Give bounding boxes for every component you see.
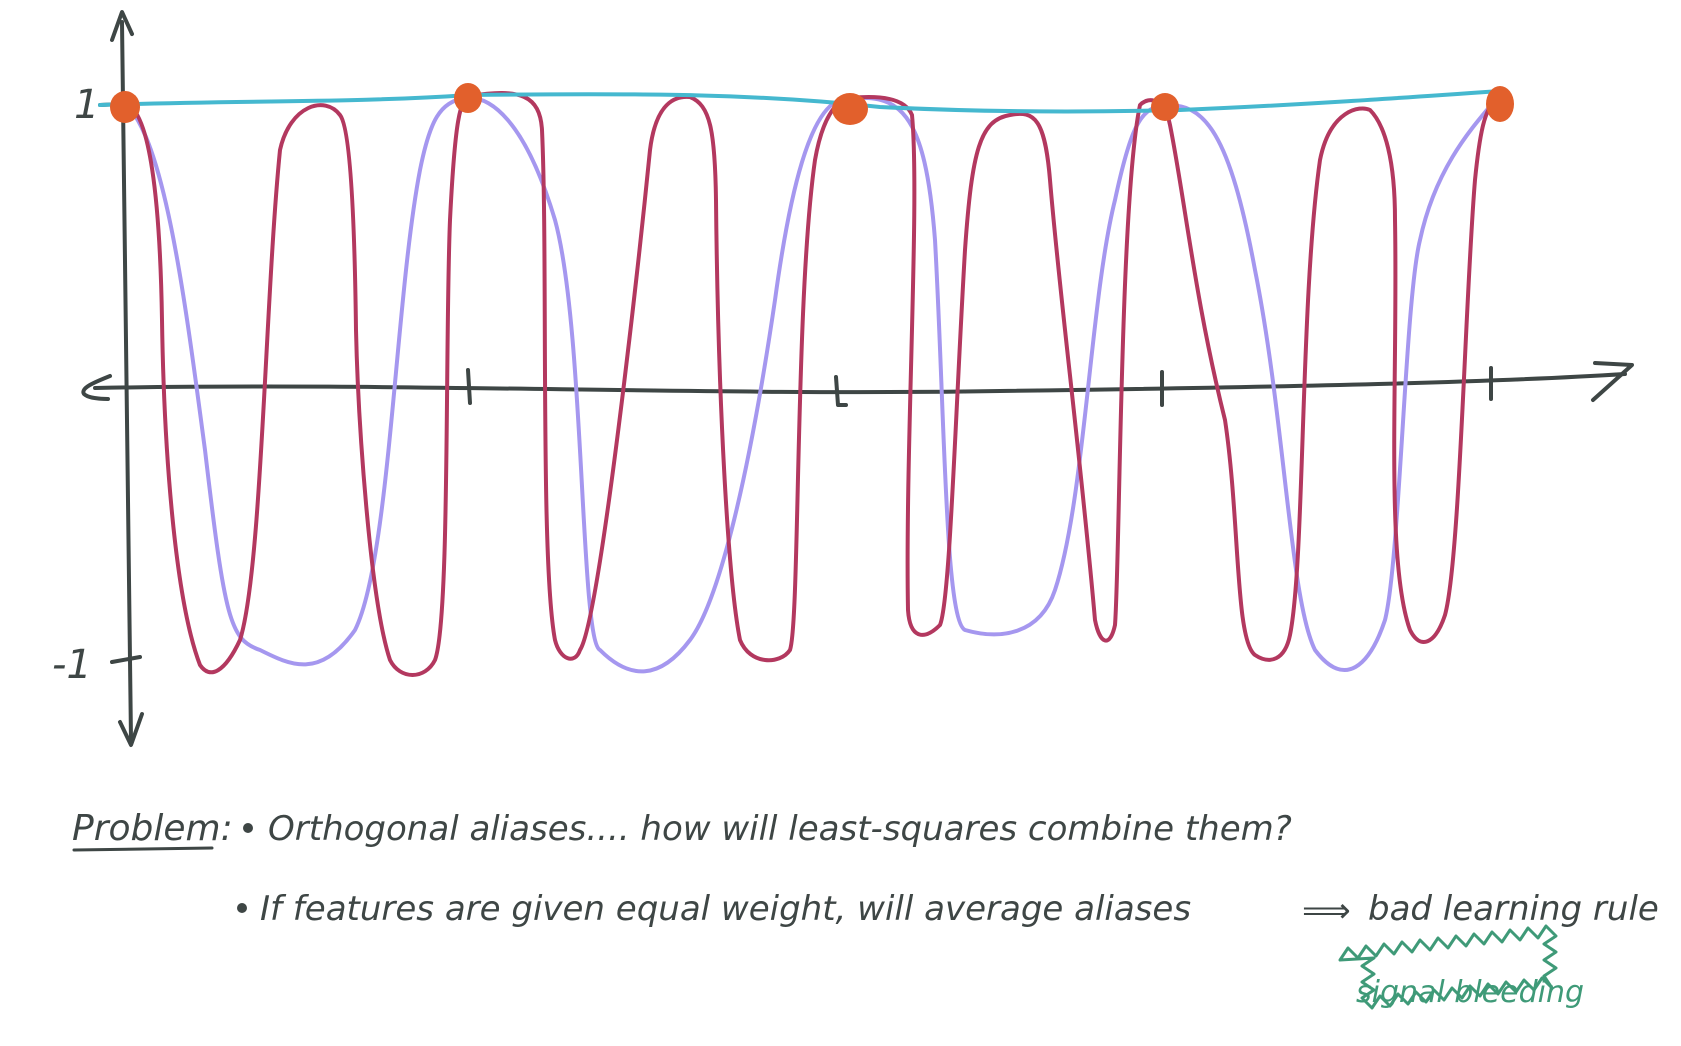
problem-underline bbox=[72, 846, 214, 852]
signal-bleeding-callout: signal bleeding bbox=[1338, 924, 1584, 1010]
x-tick-1 bbox=[466, 368, 472, 405]
conclusion-text: bad learning rule bbox=[1368, 889, 1659, 929]
sample-points bbox=[110, 83, 1514, 125]
alias-curve-high-frequency bbox=[123, 91, 1497, 677]
bullet-1-dot bbox=[243, 823, 253, 833]
x-tick-2 bbox=[834, 375, 848, 407]
bullet-2-dot bbox=[237, 903, 247, 913]
sample-point-4 bbox=[1151, 93, 1179, 121]
x-axis-left-arrow-icon bbox=[81, 374, 112, 401]
sample-point-2 bbox=[454, 83, 482, 113]
bullet-2-text: If features are given equal weight, will… bbox=[260, 889, 1191, 929]
problem-label: Problem: bbox=[72, 808, 233, 849]
y-axis-up-arrow-icon bbox=[110, 10, 134, 42]
y-tick-bottom bbox=[110, 655, 142, 664]
notes: Problem: Orthogonal aliases.... how will… bbox=[72, 808, 1659, 931]
y-label-minus-one: -1 bbox=[52, 642, 92, 688]
sample-point-3 bbox=[832, 93, 868, 125]
y-label-one: 1 bbox=[74, 82, 99, 128]
x-axis-right-arrow-icon bbox=[1591, 361, 1634, 402]
sample-point-5 bbox=[1486, 86, 1514, 122]
callout-label: signal bleeding bbox=[1356, 975, 1584, 1010]
y-axis-down-arrow-icon bbox=[118, 712, 144, 747]
bullet-1-text: Orthogonal aliases.... how will least-sq… bbox=[268, 809, 1292, 849]
sample-point-1 bbox=[110, 91, 140, 123]
implies-arrow: ⟹ bbox=[1302, 891, 1351, 931]
y-axis-line bbox=[120, 20, 133, 742]
callout-burst-outline bbox=[1338, 924, 1558, 1010]
